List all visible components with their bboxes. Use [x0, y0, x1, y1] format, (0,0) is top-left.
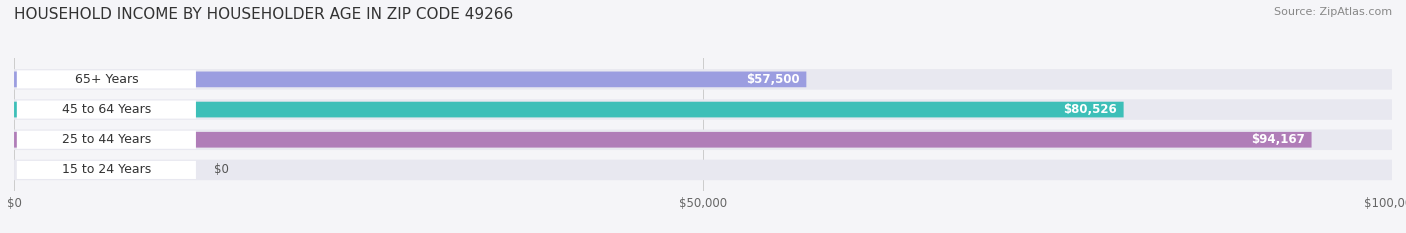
Text: $94,167: $94,167	[1251, 133, 1305, 146]
FancyBboxPatch shape	[14, 160, 1392, 180]
FancyBboxPatch shape	[17, 70, 195, 89]
Text: HOUSEHOLD INCOME BY HOUSEHOLDER AGE IN ZIP CODE 49266: HOUSEHOLD INCOME BY HOUSEHOLDER AGE IN Z…	[14, 7, 513, 22]
Text: 15 to 24 Years: 15 to 24 Years	[62, 163, 150, 176]
Text: 45 to 64 Years: 45 to 64 Years	[62, 103, 150, 116]
FancyBboxPatch shape	[14, 69, 1392, 90]
FancyBboxPatch shape	[14, 132, 1312, 147]
FancyBboxPatch shape	[14, 130, 1392, 150]
Text: 25 to 44 Years: 25 to 44 Years	[62, 133, 150, 146]
Text: 65+ Years: 65+ Years	[75, 73, 138, 86]
FancyBboxPatch shape	[17, 131, 195, 149]
Text: $0: $0	[214, 163, 229, 176]
Text: $57,500: $57,500	[745, 73, 800, 86]
Text: Source: ZipAtlas.com: Source: ZipAtlas.com	[1274, 7, 1392, 17]
Text: $80,526: $80,526	[1063, 103, 1116, 116]
FancyBboxPatch shape	[14, 72, 807, 87]
FancyBboxPatch shape	[14, 102, 1123, 117]
FancyBboxPatch shape	[17, 161, 195, 179]
FancyBboxPatch shape	[14, 99, 1392, 120]
FancyBboxPatch shape	[17, 100, 195, 119]
